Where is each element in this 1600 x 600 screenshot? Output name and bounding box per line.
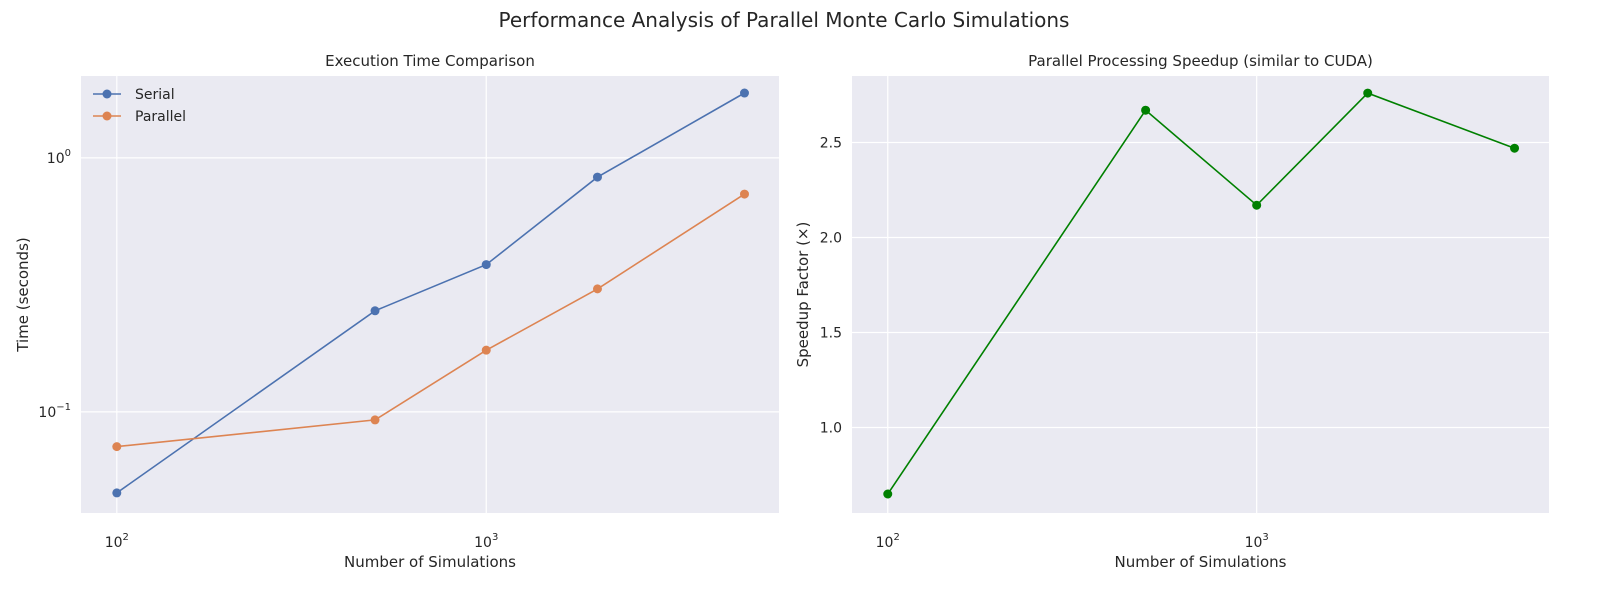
series-parallel: [112, 189, 749, 452]
x-tick-label: 103: [474, 532, 498, 551]
data-point: [1510, 143, 1520, 153]
data-point: [112, 442, 122, 452]
x-tick-label: 102: [105, 532, 129, 551]
legend-marker: [102, 89, 112, 99]
data-point: [1141, 105, 1151, 115]
data-point: [481, 260, 491, 270]
y-axis-label: Speedup Factor (×): [794, 222, 812, 368]
plot-area: [852, 76, 1549, 513]
x-tick-label: 103: [1245, 532, 1269, 551]
y-tick-label: 1.5: [820, 326, 842, 342]
chart-speedup: 102 103 1.0 1.5 2.0 2.5 Parallel Processing Sp…: [794, 52, 1549, 571]
y-tick-label: 10−1: [38, 402, 71, 421]
data-point: [739, 189, 749, 199]
y-axis-label: Time (seconds): [14, 237, 32, 353]
y-tick-label: 2.0: [820, 231, 842, 247]
data-point: [592, 172, 602, 182]
data-point: [1252, 200, 1262, 210]
chart-execution-time: 102 103 10−1 100 Execution Time Comparison Nu…: [14, 52, 779, 571]
plot-area: [81, 76, 779, 513]
data-point: [112, 488, 122, 498]
y-tick-label: 1.0: [820, 421, 842, 437]
data-point: [370, 306, 380, 316]
figure-title: Performance Analysis of Parallel Monte C…: [499, 8, 1070, 32]
data-point: [1363, 88, 1373, 98]
data-point: [481, 345, 491, 355]
data-point: [739, 88, 749, 98]
data-point: [592, 284, 602, 294]
x-axis-label: Number of Simulations: [1115, 553, 1287, 571]
y-tick-label: 100: [47, 148, 71, 167]
data-point: [370, 415, 380, 425]
legend: Serial Parallel: [93, 87, 186, 125]
x-tick-label: 102: [876, 532, 900, 551]
legend-marker: [102, 111, 112, 121]
data-point: [883, 489, 893, 499]
chart-title: Execution Time Comparison: [325, 52, 535, 70]
series-speedup: [883, 88, 1520, 499]
chart-title: Parallel Processing Speedup (similar to …: [1028, 52, 1373, 70]
x-axis-label: Number of Simulations: [344, 553, 516, 571]
y-tick-label: 2.5: [820, 136, 842, 152]
legend-label: Serial: [135, 87, 175, 103]
series-serial: [112, 88, 749, 498]
legend-label: Parallel: [135, 109, 186, 125]
